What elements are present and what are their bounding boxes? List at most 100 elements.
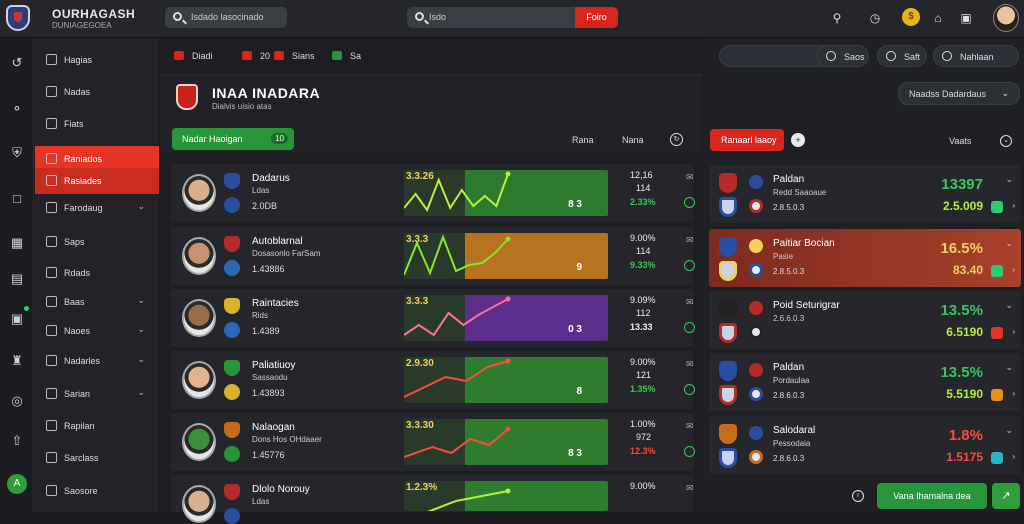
status-icon[interactable]: [684, 446, 695, 457]
mail-icon[interactable]: ✉: [686, 483, 694, 493]
search-input-primary[interactable]: Isdado lasocinado: [165, 7, 287, 28]
sidebar-item[interactable]: Baas ⌄: [35, 289, 159, 315]
status-tag-icon[interactable]: [991, 265, 1003, 277]
status-tag-icon[interactable]: [991, 452, 1003, 464]
bag-icon[interactable]: ▦: [10, 235, 24, 250]
match-row[interactable]: Paitiar Bocian Pasie 2.8.5.0.3 16.5% 83.40 ⌄ ›: [709, 229, 1021, 287]
bookmark-icon[interactable]: ▣: [960, 11, 972, 25]
status-icon[interactable]: [684, 260, 695, 271]
team-crest-icon: [719, 261, 737, 281]
tab-item[interactable]: Sa: [332, 51, 361, 61]
sidebar-item[interactable]: Nadarles ⌄: [35, 348, 159, 374]
match-row[interactable]: Paldan Pordaulaa 2.8.6.0.3 13.5% 5.5190 ⌄ ›: [709, 353, 1021, 411]
status-icon[interactable]: [684, 197, 695, 208]
sidebar-item[interactable]: Nadas: [35, 79, 159, 105]
team-crest-icon: [719, 197, 737, 217]
sidebar-item[interactable]: Naoes ⌄: [35, 318, 159, 344]
arrow-icon: ›: [1012, 265, 1015, 274]
mail-icon[interactable]: ✉: [686, 235, 694, 245]
user-avatar[interactable]: [993, 4, 1019, 32]
table-row[interactable]: Paliatiuoy Sassaodu 1.43893 2.9.30 8 9.00% 121…: [170, 351, 695, 409]
sort-dropdown[interactable]: Naadss Dadardaus ⌄: [898, 82, 1020, 105]
chevron-down-icon[interactable]: ⌄: [1005, 174, 1013, 184]
sidebar-item[interactable]: Hagias: [35, 47, 159, 73]
trophy-icon[interactable]: ♜: [11, 353, 23, 368]
sidebar-item[interactable]: Raniados: [35, 146, 159, 172]
search-icon[interactable]: ⚲: [832, 11, 842, 25]
sparkline-svg: [404, 426, 511, 458]
match-value: 2.8.5.0.3: [773, 267, 805, 276]
filter-button[interactable]: Nadar Haoigan 10: [172, 128, 294, 150]
table-row[interactable]: Autoblarnal Dosasonlo FarSam 1.43886 3.3.3 9…: [170, 227, 695, 285]
refresh-icon[interactable]: ↻: [670, 133, 683, 146]
sidebar-item[interactable]: Fiats: [35, 111, 159, 137]
match-row[interactable]: Salodaral Pessodaia 2.8.6.0.3 1.8% 1.5175 ⌄ ›: [709, 416, 1021, 474]
upload-icon[interactable]: ⇧: [11, 433, 23, 448]
chevron-down-icon[interactable]: ⌄: [1005, 300, 1013, 310]
sidebar-item-label: Farodaug: [64, 203, 103, 213]
logo-shield-icon[interactable]: [6, 5, 30, 31]
clock-icon[interactable]: ◷: [869, 11, 881, 25]
add-icon[interactable]: +: [791, 133, 805, 147]
place-bet-button[interactable]: Vana Ihamalna dea: [877, 483, 987, 509]
column-header-rana[interactable]: Rana: [572, 135, 594, 145]
stat-percent: 9.00%: [630, 233, 656, 243]
right-button-nahlaan[interactable]: Nahlaan: [933, 45, 1019, 67]
sparkline-point: [505, 171, 511, 177]
sidebar-item[interactable]: Sarclass: [35, 445, 159, 471]
match-row[interactable]: Paldan Redd Saaoaue 2.8.5.0.3 13397 2.5.009 ⌄…: [709, 165, 1021, 223]
right-button-saft[interactable]: Saft: [877, 45, 927, 67]
column-header-vaats[interactable]: Vaats: [949, 136, 972, 146]
status-tag-icon[interactable]: [991, 327, 1003, 339]
sidebar-item[interactable]: Sarian ⌄: [35, 381, 159, 407]
globe-icon[interactable]: ⚬: [11, 101, 23, 116]
chevron-down-icon[interactable]: ⌄: [1005, 362, 1013, 372]
calendar-icon[interactable]: ▤: [10, 271, 24, 286]
status-icon[interactable]: [684, 322, 695, 333]
mail-icon[interactable]: ✉: [686, 421, 694, 431]
status-icon[interactable]: [684, 384, 695, 395]
chevron-down-icon[interactable]: ⌄: [1000, 135, 1012, 147]
chevron-down-icon[interactable]: ⌄: [1005, 238, 1013, 248]
rail-avatar[interactable]: A: [7, 474, 27, 494]
notification-dot: [24, 306, 29, 311]
search-icon: [173, 12, 182, 21]
sidebar-item[interactable]: Saps: [35, 229, 159, 255]
player-value: 1.45776: [252, 450, 285, 460]
coin-icon[interactable]: ◎: [11, 393, 23, 408]
coin-icon[interactable]: $: [902, 8, 920, 26]
table-row[interactable]: Dadarus Ldas 2.0DB 3.3.26 8 3 12,16 114 2.33% ✉: [170, 164, 695, 222]
match-row[interactable]: Poid Seturigrar 2.6.6.0.3 13.5% 6.5190 ⌄ ›: [709, 291, 1021, 349]
table-row[interactable]: Raintacies Rids 1.4389 3.3.3 0 3 9.09% 112 13.3…: [170, 289, 695, 347]
tab-item[interactable]: Sians: [274, 51, 315, 61]
sidebar-item[interactable]: Rapilan: [35, 413, 159, 439]
status-tag-icon[interactable]: [991, 389, 1003, 401]
status-tag-icon[interactable]: [991, 201, 1003, 213]
sidebar-item[interactable]: Rasiades: [35, 168, 159, 194]
menu-icon: [46, 153, 57, 164]
table-row[interactable]: Nalaogan Dons Hos OHdaaer 1.45776 3.3.30 8 3…: [170, 413, 695, 471]
search-button[interactable]: Foiro: [575, 7, 618, 28]
home-icon[interactable]: ⌂: [934, 11, 942, 25]
table-row[interactable]: Dlolo Norouy Ldas 1.2.3% 9.00% ✉: [170, 475, 694, 524]
chevron-down-icon: ⌄: [137, 201, 145, 211]
building-icon[interactable]: □: [13, 191, 21, 206]
gift-icon[interactable]: ▣: [10, 311, 24, 326]
info-icon[interactable]: i: [852, 490, 864, 502]
chevron-down-icon[interactable]: ⌄: [1005, 425, 1013, 435]
live-filter-button[interactable]: Ranaarl laaoy: [710, 129, 784, 151]
arrow-icon[interactable]: ↗: [992, 483, 1020, 509]
mail-icon[interactable]: ✉: [686, 359, 694, 369]
tab-item[interactable]: Diadi: [174, 51, 213, 61]
sidebar-item[interactable]: Saosore: [35, 478, 159, 504]
login-icon[interactable]: ↺: [11, 55, 23, 70]
tab-item[interactable]: 20: [242, 51, 270, 61]
sidebar-item[interactable]: Rdads: [35, 260, 159, 286]
right-button-saos[interactable]: Saos: [817, 45, 869, 67]
shield-icon[interactable]: ⛨: [12, 145, 22, 160]
mail-icon[interactable]: ✉: [686, 172, 694, 182]
search-input-secondary[interactable]: Isdo: [407, 7, 575, 28]
sidebar-item[interactable]: Farodaug ⌄: [35, 195, 159, 221]
mail-icon[interactable]: ✉: [686, 297, 694, 307]
column-header-nana[interactable]: Nana: [622, 135, 644, 145]
